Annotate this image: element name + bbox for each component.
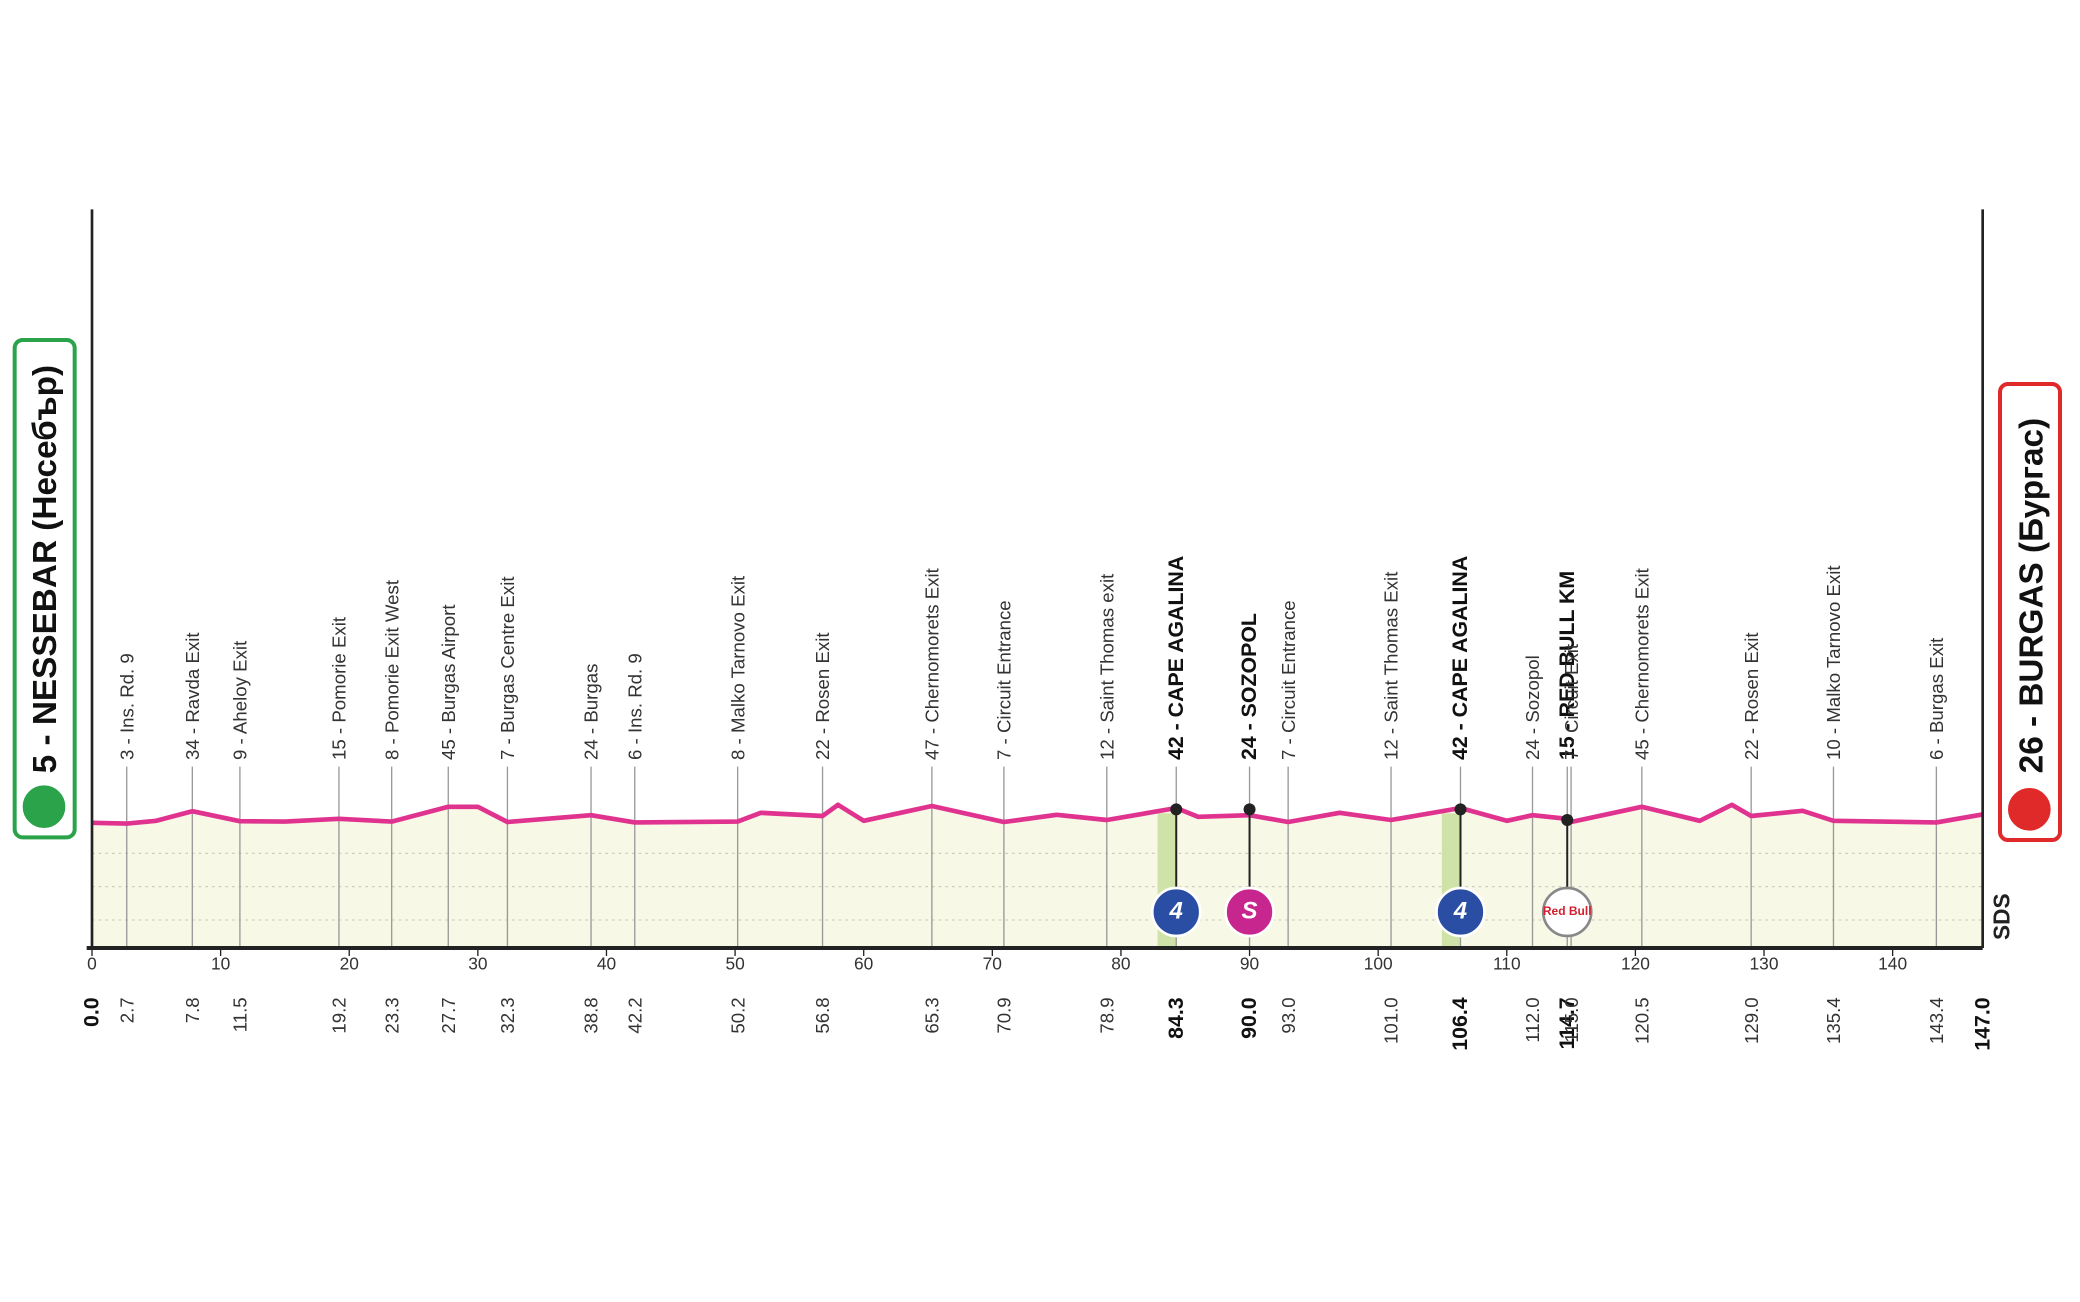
waypoint-name: 3 - Ins. Rd. 9 <box>116 653 137 760</box>
climb-badge <box>1541 886 1593 938</box>
waypoint-name: 8 - Malko Tarnovo Exit <box>727 575 748 760</box>
finish-label: 26 - BURGAS (Бургас) <box>2014 418 2051 773</box>
waypoint-km: 23.3 <box>381 997 402 1033</box>
waypoint-name: 6 - Burgas Exit <box>1926 637 1947 760</box>
finish-box <box>1998 382 2062 842</box>
waypoint-name: 15 - Pomorie Exit <box>329 616 350 760</box>
waypoint-km: 115.0 <box>1561 997 1582 1042</box>
waypoint-name: 8 - Pomorie Exit West <box>381 579 402 760</box>
waypoint-name: 9 - Aheloy Exit <box>230 640 251 760</box>
waypoint-name: 24 - Sozopol <box>1522 655 1543 760</box>
waypoint-name: 42 - CAPE AGALINA <box>1164 556 1188 760</box>
background-layer <box>92 766 1983 948</box>
waypoint-km: 0.0 <box>80 997 104 1027</box>
profile-area <box>92 804 1983 948</box>
x-tick-label: 90 <box>1240 953 1259 973</box>
x-tick-label: 70 <box>983 953 1002 973</box>
waypoint-name: 12 - Saint Thomas exit <box>1096 573 1117 760</box>
climb-dot <box>1454 803 1467 816</box>
waypoint-name: 22 - Rosen Exit <box>812 632 833 760</box>
waypoint-km: 129.0 <box>1741 997 1762 1044</box>
waypoint-km: 112.0 <box>1522 997 1543 1042</box>
waypoint-km: 93.0 <box>1278 997 1299 1033</box>
waypoint-km: 2.7 <box>116 997 137 1023</box>
start-label: 5 - NESSEBAR (Несебър) <box>27 365 64 773</box>
start-icon <box>20 782 68 831</box>
waypoint-km: 114.7 <box>1555 997 1579 1049</box>
waypoint-km: 27.7 <box>438 997 459 1033</box>
x-tick-label: 50 <box>725 953 744 973</box>
waypoint-km: 65.3 <box>922 997 943 1033</box>
waypoint-name: 47 - Chernomorets Exit <box>922 567 943 760</box>
climb-badge <box>1435 886 1486 938</box>
x-tick-label: 130 <box>1750 953 1779 973</box>
waypoint-km: 50.2 <box>727 997 748 1033</box>
waypoint-km: 11.5 <box>230 997 251 1032</box>
climb-badge <box>1150 886 1202 938</box>
waypoint-km: 32.3 <box>497 997 518 1033</box>
waypoint-km: 70.9 <box>994 997 1015 1033</box>
x-tick-label: 140 <box>1878 953 1907 973</box>
waypoint-name: 10 - Malko Tarnovo Exit <box>1823 565 1844 760</box>
x-tick-label: 10 <box>211 953 230 973</box>
waypoint-km: 84.3 <box>1164 997 1188 1039</box>
waypoint-name: 12 - Saint Thomas Exit <box>1381 571 1402 760</box>
climb-dot <box>1561 814 1574 826</box>
waypoint-name: 7 - Circuit Entrance <box>994 600 1015 760</box>
x-tick-label: 60 <box>854 953 873 973</box>
waypoint-name: 42 - CAPE AGALINA <box>1448 556 1472 760</box>
climb-dot <box>1170 803 1183 816</box>
waypoint-km: 101.0 <box>1381 997 1402 1044</box>
x-tick-label: 20 <box>340 953 359 973</box>
waypoint-km: 120.5 <box>1631 997 1652 1044</box>
climb-dot <box>1243 803 1256 816</box>
climb-label: 4 <box>1453 897 1467 924</box>
waypoint-km: 19.2 <box>329 997 350 1033</box>
climb-badge <box>1224 886 1275 938</box>
waypoint-name: 45 - Chernomorets Exit <box>1631 567 1652 760</box>
x-tick-label: 40 <box>597 953 616 973</box>
waypoint-km: 78.9 <box>1096 997 1117 1033</box>
waypoint-name: 34 - Ravda Exit <box>182 632 203 760</box>
waypoint-km: 90.0 <box>1237 997 1261 1039</box>
finish-icon <box>2005 785 2054 834</box>
x-tick-label: 0 <box>87 953 97 973</box>
waypoint-km: 106.4 <box>1448 997 1472 1051</box>
waypoint-name: 24 - SOZOPOL <box>1237 613 1261 760</box>
waypoint-km: 135.4 <box>1823 997 1844 1044</box>
climb-label: Red Bull <box>1543 904 1592 918</box>
waypoint-name: 7 - Burgas Centre Exit <box>497 576 518 760</box>
waypoint-name: 7 - Circuit Exit <box>1561 643 1582 760</box>
x-tick-label: 110 <box>1493 953 1521 973</box>
waypoint-name: 15 - RED BULL KM <box>1555 571 1579 760</box>
waypoint-name: 6 - Ins. Rd. 9 <box>624 653 645 760</box>
waypoint-km: 42.2 <box>624 997 645 1033</box>
waypoint-name: 22 - Rosen Exit <box>1741 632 1762 760</box>
waypoint-name: 24 - Burgas <box>581 664 602 760</box>
x-tick-label: 30 <box>468 953 487 973</box>
x-tick-label: 80 <box>1111 953 1130 973</box>
x-tick-label: 100 <box>1364 953 1393 973</box>
waypoint-name: 45 - Burgas Airport <box>438 604 459 760</box>
profile-line <box>91 802 1984 826</box>
climb-label: 4 <box>1169 897 1183 924</box>
logo: SDS <box>1988 893 2014 940</box>
waypoint-km: 7.8 <box>182 997 203 1023</box>
start-box <box>12 338 77 840</box>
waypoint-km: 56.8 <box>812 997 833 1033</box>
waypoint-km: 147.0 <box>1970 997 1994 1050</box>
waypoint-km: 143.4 <box>1926 997 1947 1044</box>
waypoint-km: 38.8 <box>581 997 602 1033</box>
climb-label: S <box>1242 897 1258 924</box>
waypoint-name: 7 - Circuit Entrance <box>1278 600 1299 760</box>
x-tick-label: 120 <box>1621 953 1650 973</box>
